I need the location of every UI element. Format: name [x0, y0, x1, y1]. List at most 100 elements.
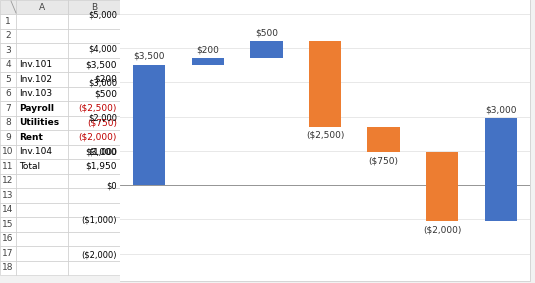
Text: 2: 2: [5, 31, 11, 40]
Text: G: G: [279, 3, 286, 12]
Text: 1: 1: [5, 17, 11, 26]
Bar: [222, 14, 262, 29]
Bar: [16, 217, 68, 231]
Text: ($750): ($750): [87, 118, 117, 127]
Bar: [120, 130, 142, 145]
Bar: [222, 159, 262, 173]
Bar: [68, 203, 120, 217]
Text: $1,950: $1,950: [86, 162, 117, 171]
Text: ($2,500): ($2,500): [79, 104, 117, 113]
Bar: [0, 87, 16, 101]
Text: 17: 17: [2, 249, 14, 258]
Bar: [16, 72, 68, 87]
Bar: [262, 14, 302, 29]
Text: Inv.103: Inv.103: [19, 89, 52, 98]
Text: Utilities: Utilities: [19, 118, 59, 127]
Bar: [68, 115, 120, 130]
Bar: [222, 115, 262, 130]
Text: B: B: [91, 3, 97, 12]
Bar: [142, 217, 182, 231]
Bar: [16, 43, 68, 57]
Text: $500: $500: [255, 28, 278, 37]
Bar: [302, 231, 342, 246]
Bar: [222, 188, 262, 203]
Text: 14: 14: [2, 205, 14, 214]
Bar: [342, 57, 382, 72]
Bar: [342, 0, 382, 14]
Bar: [182, 231, 222, 246]
Bar: [222, 0, 262, 14]
Bar: [0, 0, 16, 14]
Bar: [302, 0, 342, 14]
Text: Inv.101: Inv.101: [19, 60, 52, 69]
Bar: [382, 246, 422, 260]
Bar: [0, 173, 16, 188]
Bar: [182, 72, 222, 87]
Bar: [142, 43, 182, 57]
Text: ($2,500): ($2,500): [306, 131, 344, 140]
Bar: [16, 57, 68, 72]
Bar: [16, 203, 68, 217]
Text: 18: 18: [2, 263, 14, 272]
Bar: [68, 145, 120, 159]
Bar: [120, 188, 142, 203]
Bar: [142, 115, 182, 130]
Bar: [16, 130, 68, 145]
Bar: [342, 14, 382, 29]
Bar: [382, 217, 422, 231]
Bar: [120, 0, 530, 281]
Bar: [0, 217, 16, 231]
Bar: [182, 14, 222, 29]
Bar: [142, 101, 182, 115]
Bar: [182, 115, 222, 130]
Bar: [68, 43, 120, 57]
Bar: [302, 72, 342, 87]
Bar: [262, 72, 302, 87]
Bar: [120, 159, 142, 173]
Bar: [302, 246, 342, 260]
Bar: [16, 231, 68, 246]
Bar: [182, 29, 222, 43]
Bar: [262, 57, 302, 72]
Text: 12: 12: [2, 176, 14, 185]
Bar: [68, 101, 120, 115]
Bar: [182, 0, 222, 14]
Bar: [142, 231, 182, 246]
Bar: [16, 0, 68, 14]
Bar: [120, 87, 142, 101]
Bar: [142, 130, 182, 145]
Bar: [262, 188, 302, 203]
Bar: [382, 29, 422, 43]
Bar: [142, 87, 182, 101]
Bar: [133, 65, 165, 185]
Bar: [426, 153, 458, 221]
Bar: [342, 87, 382, 101]
Bar: [142, 173, 182, 188]
Bar: [68, 173, 120, 188]
Bar: [302, 260, 342, 275]
Bar: [222, 101, 262, 115]
Text: Inv.102: Inv.102: [19, 75, 52, 84]
Text: 3: 3: [5, 46, 11, 55]
Bar: [182, 188, 222, 203]
Bar: [342, 246, 382, 260]
Bar: [0, 130, 16, 145]
Bar: [182, 217, 222, 231]
Bar: [222, 231, 262, 246]
Bar: [0, 72, 16, 87]
Bar: [0, 43, 16, 57]
Bar: [68, 231, 120, 246]
Bar: [120, 0, 142, 14]
Bar: [0, 246, 16, 260]
Bar: [262, 231, 302, 246]
Bar: [120, 14, 142, 29]
Bar: [182, 145, 222, 159]
Bar: [68, 246, 120, 260]
Bar: [16, 145, 68, 159]
Text: $500: $500: [94, 89, 117, 98]
Bar: [120, 72, 142, 87]
Bar: [0, 203, 16, 217]
Bar: [302, 115, 342, 130]
Bar: [68, 87, 120, 101]
Bar: [302, 57, 342, 72]
